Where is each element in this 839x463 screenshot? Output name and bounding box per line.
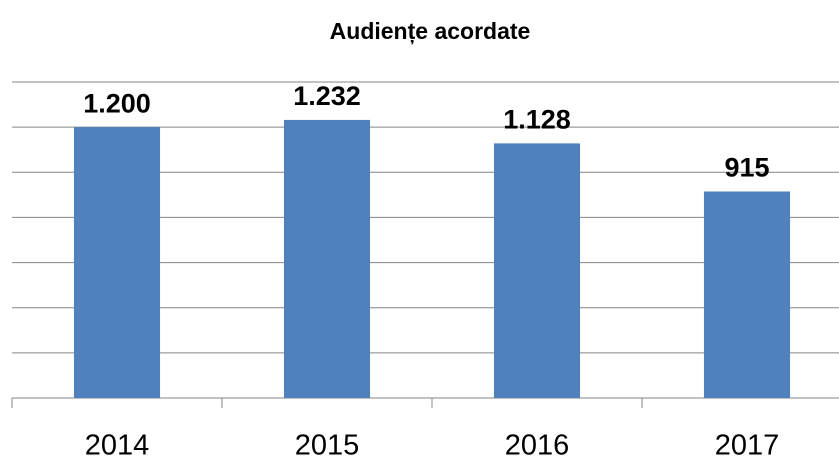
bar [493, 143, 581, 398]
data-label: 1.128 [503, 105, 571, 135]
bar [283, 119, 371, 399]
chart-title: Audiențe acordate [330, 18, 531, 45]
bar [73, 127, 161, 399]
bar [703, 191, 791, 398]
data-label: 915 [724, 153, 769, 183]
data-label: 1.200 [83, 88, 151, 118]
data-label: 1.232 [293, 81, 361, 111]
x-tick-label: 2017 [715, 430, 780, 462]
x-tick-label: 2014 [85, 430, 150, 462]
x-tick-label: 2015 [295, 430, 360, 462]
x-tick-label: 2016 [505, 430, 570, 462]
